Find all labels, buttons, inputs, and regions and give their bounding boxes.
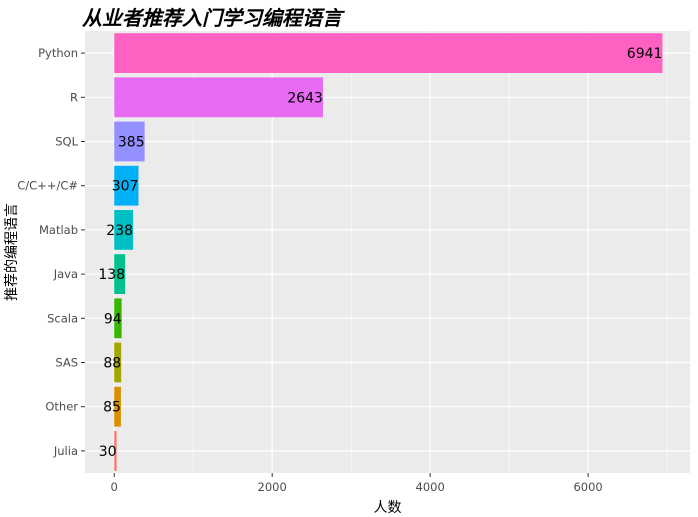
y-axis-title: 推荐的编程语言 bbox=[4, 203, 20, 301]
data-label: 6941 bbox=[627, 46, 663, 62]
data-label: 88 bbox=[103, 356, 121, 372]
y-tick-label: Julia bbox=[53, 444, 78, 458]
data-label: 30 bbox=[99, 444, 117, 460]
bar-python bbox=[114, 33, 663, 73]
bar-c-c-c- bbox=[114, 165, 139, 206]
y-tick-label: SAS bbox=[55, 356, 78, 370]
y-tick-label: Scala bbox=[47, 311, 78, 325]
data-label: 307 bbox=[112, 179, 139, 195]
data-labels: 6941 2643 385 307 238 138 94 88 85 30 bbox=[98, 46, 662, 460]
y-tick-label: C/C++/C# bbox=[17, 179, 78, 193]
data-label: 2643 bbox=[287, 90, 323, 106]
y-tick-label: Java bbox=[53, 267, 78, 281]
y-tick-label: Python bbox=[38, 46, 78, 60]
bar-scala bbox=[114, 298, 122, 339]
y-tick-label: R bbox=[70, 90, 78, 104]
bar-other bbox=[114, 386, 121, 427]
bar-matlab bbox=[114, 210, 134, 250]
y-tick-label: Other bbox=[45, 400, 78, 414]
bar-java bbox=[114, 254, 126, 294]
x-tick-label: 6000 bbox=[573, 480, 602, 494]
bars bbox=[114, 33, 663, 471]
data-label: 85 bbox=[103, 400, 121, 416]
x-tick-label: 4000 bbox=[416, 480, 445, 494]
data-label: 138 bbox=[98, 267, 125, 283]
chart-title: 从业者推荐入门学习编程语言 bbox=[82, 6, 342, 30]
data-label: 385 bbox=[118, 135, 145, 151]
y-axis: Python R SQL C/C++/C# Matlab Java Scala SAS Othe… bbox=[17, 46, 85, 458]
y-tick-label: Matlab bbox=[39, 223, 78, 237]
bar-sas bbox=[114, 342, 122, 383]
y-tick-label: SQL bbox=[55, 135, 78, 149]
data-label: 238 bbox=[106, 223, 133, 239]
bar-sql bbox=[114, 121, 145, 162]
bar-r bbox=[114, 77, 323, 118]
x-tick-label: 2000 bbox=[258, 480, 287, 494]
x-axis: 0 2000 4000 6000 bbox=[111, 473, 603, 494]
x-axis-title: 人数 bbox=[374, 500, 402, 516]
x-tick-label: 0 bbox=[111, 480, 118, 494]
data-label: 94 bbox=[104, 311, 122, 327]
bar-julia bbox=[114, 431, 117, 471]
